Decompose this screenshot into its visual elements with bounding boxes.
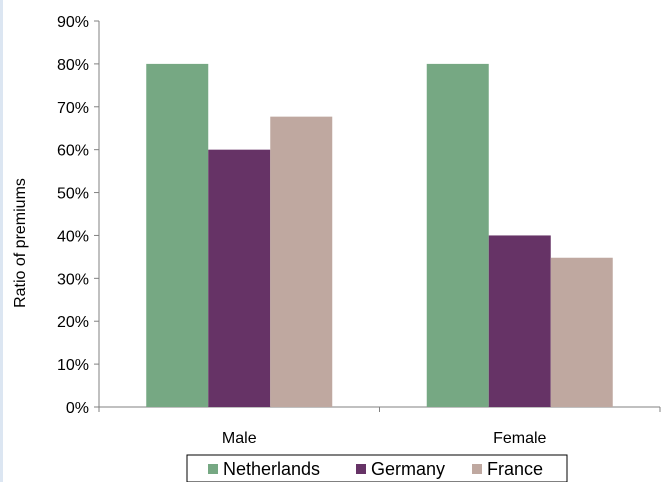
y-axis-title: Ratio of premiums <box>12 178 29 308</box>
y-tick-label: 0% <box>66 400 89 417</box>
labels: 0% 10% 20% 30% 40% 50% 60% 70% 80% 90% Male Female <box>57 14 547 447</box>
legend-label-germany: Germany <box>371 459 445 479</box>
legend-box <box>186 454 568 482</box>
legend-label-netherlands: Netherlands <box>223 459 320 479</box>
legend-swatch-germany <box>356 464 366 474</box>
legend-swatch-france <box>472 464 482 474</box>
bars <box>146 63 613 408</box>
y-tick-label: 80% <box>57 57 89 74</box>
y-tick-label: 20% <box>57 314 89 331</box>
y-tick-label: 60% <box>57 143 89 160</box>
y-tick-label: 40% <box>57 228 89 245</box>
bar-germany-male <box>208 149 271 407</box>
left-border-strip <box>0 0 3 482</box>
y-tick-label: 50% <box>57 186 89 203</box>
y-tick-label: 70% <box>57 100 89 117</box>
y-tick-label: 30% <box>57 271 89 288</box>
y-tick-label: 90% <box>57 14 89 31</box>
x-category-label: Male <box>222 430 257 447</box>
legend: Netherlands Germany France <box>186 454 568 482</box>
bar-france-female <box>550 257 613 407</box>
x-category-label: Female <box>493 430 546 447</box>
legend-label-france: France <box>487 459 543 479</box>
bar-netherlands-male <box>146 63 209 408</box>
bar-germany-female <box>488 235 551 407</box>
bar-netherlands-female <box>426 63 489 408</box>
bar-france-male <box>270 116 333 408</box>
legend-swatch-netherlands <box>208 464 218 474</box>
y-tick-label: 10% <box>57 357 89 374</box>
